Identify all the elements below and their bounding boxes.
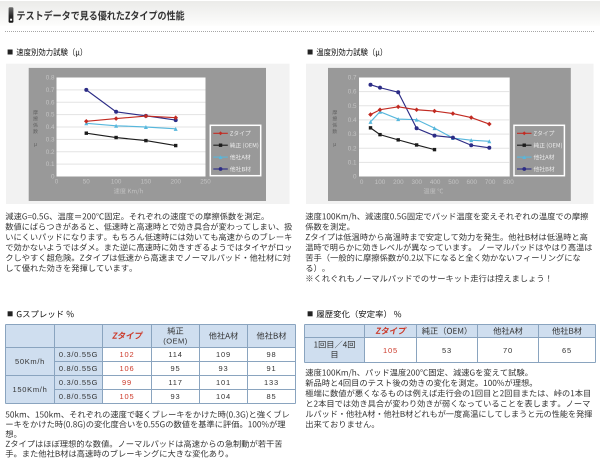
svg-text:53: 53 bbox=[442, 346, 452, 355]
svg-text:0.7: 0.7 bbox=[348, 75, 357, 82]
svg-text:250: 250 bbox=[200, 179, 211, 186]
svg-text:800: 800 bbox=[503, 179, 514, 186]
svg-text:98: 98 bbox=[267, 350, 277, 359]
svg-text:0.4: 0.4 bbox=[348, 117, 357, 124]
svg-text:200: 200 bbox=[170, 179, 181, 186]
svg-text:0.1: 0.1 bbox=[348, 159, 357, 166]
svg-text:70: 70 bbox=[503, 346, 513, 355]
svg-text:65: 65 bbox=[562, 346, 572, 355]
svg-text:0.6: 0.6 bbox=[46, 99, 55, 106]
svg-text:100: 100 bbox=[375, 179, 386, 186]
svg-text:0: 0 bbox=[353, 174, 357, 181]
svg-text:0.8/0.55G: 0.8/0.55G bbox=[59, 392, 98, 401]
svg-text:0.3/0.55G: 0.3/0.55G bbox=[59, 350, 98, 359]
svg-text:0.4: 0.4 bbox=[46, 124, 55, 131]
svg-text:91: 91 bbox=[267, 364, 277, 373]
svg-text:300: 300 bbox=[411, 179, 422, 186]
svg-text:0.5: 0.5 bbox=[348, 103, 357, 110]
svg-text:0.2: 0.2 bbox=[348, 145, 357, 152]
svg-text:0.1: 0.1 bbox=[46, 161, 55, 168]
svg-text:95: 95 bbox=[171, 364, 181, 373]
svg-text:0: 0 bbox=[360, 179, 364, 186]
svg-text:μ: μ bbox=[333, 142, 336, 148]
svg-text:99: 99 bbox=[122, 378, 132, 387]
svg-text:0.7: 0.7 bbox=[46, 87, 55, 94]
svg-text:0.8/0.55G: 0.8/0.55G bbox=[59, 364, 98, 373]
svg-text:114: 114 bbox=[168, 350, 182, 359]
svg-text:0.2: 0.2 bbox=[46, 149, 55, 156]
svg-text:50Km/h: 50Km/h bbox=[15, 357, 45, 366]
svg-text:500: 500 bbox=[448, 179, 459, 186]
svg-text:106: 106 bbox=[120, 364, 135, 373]
svg-text:0.5: 0.5 bbox=[46, 112, 55, 119]
svg-text:101: 101 bbox=[216, 378, 231, 387]
svg-text:100: 100 bbox=[111, 179, 122, 186]
svg-text:0.8: 0.8 bbox=[46, 75, 55, 82]
svg-text:200: 200 bbox=[393, 179, 404, 186]
svg-text:(OEM): (OEM) bbox=[163, 337, 188, 346]
svg-text:0: 0 bbox=[51, 174, 55, 181]
svg-text:133: 133 bbox=[264, 378, 279, 387]
svg-text:600: 600 bbox=[467, 179, 478, 186]
svg-text:117: 117 bbox=[168, 378, 182, 387]
svg-text:0.3/0.55G: 0.3/0.55G bbox=[59, 378, 98, 387]
svg-text:150Km/h: 150Km/h bbox=[13, 385, 48, 394]
svg-text:93: 93 bbox=[171, 392, 181, 401]
svg-text:0.6: 0.6 bbox=[348, 89, 357, 96]
svg-text:109: 109 bbox=[216, 350, 231, 359]
svg-text:0.3: 0.3 bbox=[46, 136, 55, 143]
svg-text:400: 400 bbox=[430, 179, 441, 186]
svg-text:93: 93 bbox=[219, 364, 229, 373]
svg-text:105: 105 bbox=[383, 346, 398, 355]
svg-text:104: 104 bbox=[216, 392, 231, 401]
svg-text:0.3: 0.3 bbox=[348, 131, 357, 138]
svg-text:85: 85 bbox=[267, 392, 277, 401]
svg-text:μ: μ bbox=[34, 142, 37, 148]
svg-text:102: 102 bbox=[120, 350, 135, 359]
svg-text:0: 0 bbox=[55, 179, 59, 186]
svg-text:700: 700 bbox=[485, 179, 496, 186]
svg-text:105: 105 bbox=[120, 392, 135, 401]
svg-text:50: 50 bbox=[83, 179, 91, 186]
svg-text:150: 150 bbox=[141, 179, 152, 186]
